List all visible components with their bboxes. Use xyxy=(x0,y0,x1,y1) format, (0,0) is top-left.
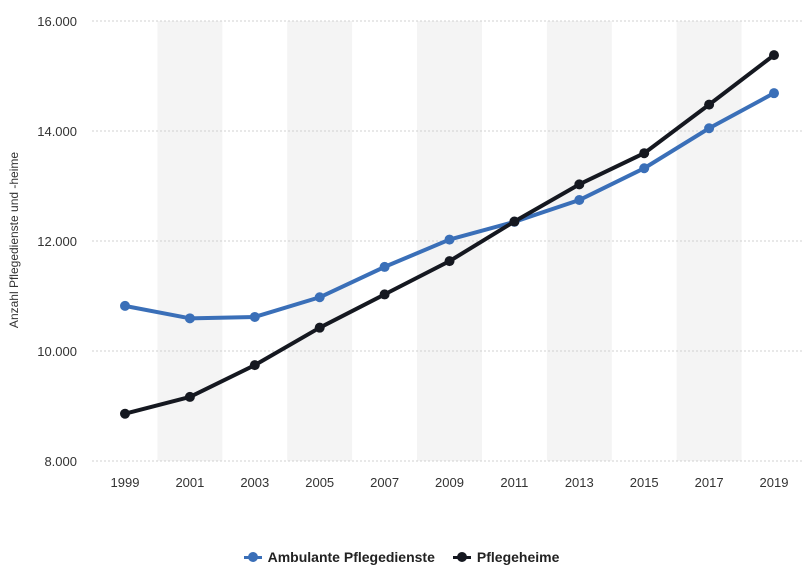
y-axis-ticks: 8.000 10.000 12.000 14.000 16.000 xyxy=(37,14,77,469)
series-point-1 xyxy=(704,99,715,110)
series-point-1 xyxy=(379,289,390,300)
legend-marker-ambulante xyxy=(243,551,262,563)
x-tick-label: 2017 xyxy=(695,475,724,490)
y-tick-label: 16.000 xyxy=(37,14,77,29)
x-tick-label: 1999 xyxy=(111,475,140,490)
series-point-1 xyxy=(184,391,195,402)
x-tick-label: 2019 xyxy=(760,475,789,490)
y-axis-label: Anzahl Pflegedienste und -heime xyxy=(7,152,21,328)
line-chart: 8.000 10.000 12.000 14.000 16.000 1999 2001 20… xyxy=(7,14,803,490)
x-tick-label: 2013 xyxy=(565,475,594,490)
x-axis-ticks: 1999 2001 2003 2005 2007 2009 2011 2013 2015 2017… xyxy=(111,475,789,490)
series-point-0 xyxy=(704,123,715,134)
series-point-1 xyxy=(314,322,325,333)
series-point-0 xyxy=(769,88,779,99)
x-tick-label: 2011 xyxy=(500,475,528,490)
legend-label-pflegeheime: Pflegeheime xyxy=(476,549,560,565)
series-point-1 xyxy=(639,148,650,159)
series-point-1 xyxy=(249,360,260,371)
x-tick-label: 2007 xyxy=(370,475,399,490)
legend-item-pflegeheime[interactable]: Pflegeheime xyxy=(452,549,560,565)
series-point-1 xyxy=(769,50,779,61)
y-tick-label: 8.000 xyxy=(44,454,77,469)
series-point-0 xyxy=(184,313,195,324)
series-point-0 xyxy=(444,234,455,245)
series-point-1 xyxy=(509,216,520,227)
x-tick-label: 2009 xyxy=(435,475,464,490)
series-point-1 xyxy=(574,179,585,190)
x-tick-label: 2001 xyxy=(175,475,204,490)
x-tick-label: 2005 xyxy=(305,475,334,490)
y-tick-label: 12.000 xyxy=(37,234,77,249)
series-point-1 xyxy=(120,408,130,419)
series-point-0 xyxy=(314,292,325,303)
x-tick-label: 2015 xyxy=(630,475,659,490)
series-lines xyxy=(120,50,779,419)
series-point-1 xyxy=(444,256,455,267)
y-tick-label: 10.000 xyxy=(37,344,77,359)
legend-item-ambulante[interactable]: Ambulante Pflegedienste xyxy=(243,549,435,565)
series-point-0 xyxy=(379,261,390,272)
series-point-0 xyxy=(249,311,260,322)
x-tick-label: 2003 xyxy=(240,475,269,490)
gridlines xyxy=(92,20,803,462)
series-point-0 xyxy=(120,300,130,311)
series-point-0 xyxy=(639,163,650,174)
legend-label-ambulante: Ambulante Pflegedienste xyxy=(267,549,435,565)
legend: Ambulante Pflegedienste Pflegeheime xyxy=(0,549,803,565)
legend-marker-pflegeheime xyxy=(452,551,471,563)
y-tick-label: 14.000 xyxy=(37,124,77,139)
series-point-0 xyxy=(574,195,585,206)
